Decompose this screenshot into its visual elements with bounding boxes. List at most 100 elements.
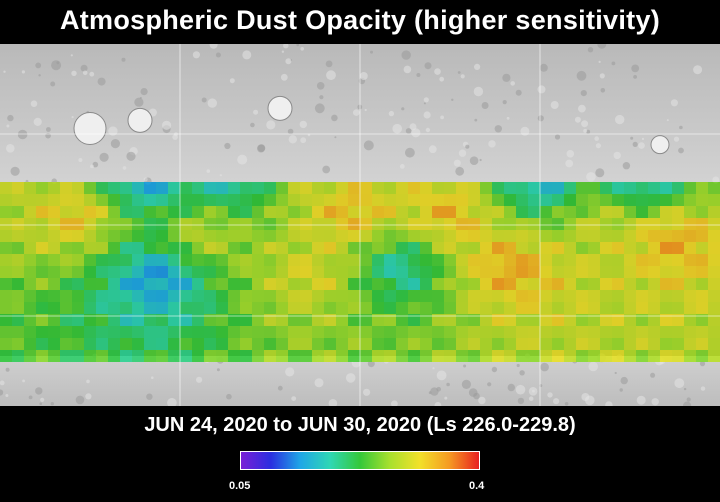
dust-cell	[468, 314, 480, 326]
dust-cell	[36, 314, 48, 326]
dust-cell	[108, 206, 120, 218]
dust-cell	[336, 302, 348, 314]
dust-cell	[60, 302, 72, 314]
dust-cell	[96, 194, 108, 206]
relief-crater	[319, 95, 324, 100]
dust-cell	[456, 218, 468, 230]
relief-crater	[300, 47, 305, 51]
dust-cell	[432, 350, 444, 362]
dust-cell	[588, 350, 600, 362]
dust-cell	[36, 242, 48, 254]
dust-cell	[168, 266, 180, 278]
dust-cell	[420, 182, 432, 194]
dust-cell	[300, 206, 312, 218]
dust-cell	[72, 338, 84, 350]
dust-cell	[384, 338, 396, 350]
relief-crater	[391, 400, 398, 406]
relief-crater	[353, 109, 360, 116]
dust-cell	[12, 266, 24, 278]
relief-crater	[566, 150, 575, 158]
dust-cell	[360, 218, 372, 230]
dust-cell	[360, 290, 372, 302]
dust-cell	[120, 206, 132, 218]
relief-crater	[516, 363, 520, 368]
dust-cell	[468, 218, 480, 230]
dust-cell	[180, 242, 192, 254]
dust-cell	[48, 338, 60, 350]
dust-cell	[684, 314, 696, 326]
dust-cell	[168, 206, 180, 218]
dust-cell	[132, 302, 144, 314]
relief-crater	[581, 120, 589, 128]
dust-cell	[684, 302, 696, 314]
dust-cell	[636, 326, 648, 338]
dust-cell	[636, 338, 648, 350]
dust-cell	[396, 254, 408, 266]
dust-cell	[12, 254, 24, 266]
dust-cell	[672, 350, 684, 362]
dust-cell	[540, 278, 552, 290]
relief-crater	[314, 103, 325, 114]
dust-cell	[84, 266, 96, 278]
dust-cell	[132, 194, 144, 206]
dust-cell	[132, 314, 144, 326]
relief-crater	[520, 126, 530, 136]
relief-crater	[428, 145, 437, 154]
dust-cell	[48, 290, 60, 302]
dust-cell	[708, 194, 720, 206]
dust-cell	[540, 254, 552, 266]
colorbar	[240, 451, 480, 470]
dust-cell	[420, 218, 432, 230]
dust-cell	[444, 230, 456, 242]
dust-cell	[432, 314, 444, 326]
dust-cell	[0, 326, 12, 338]
relief-crater	[6, 124, 10, 128]
dust-cell	[276, 182, 288, 194]
relief-crater	[216, 368, 220, 372]
dust-cell	[612, 326, 624, 338]
dust-cell	[0, 218, 12, 230]
relief-crater	[620, 376, 628, 385]
dust-cell	[432, 218, 444, 230]
dust-cell	[420, 254, 432, 266]
dust-cell	[624, 278, 636, 290]
dust-cell	[312, 266, 324, 278]
relief-crater	[641, 137, 645, 140]
dust-cell	[108, 242, 120, 254]
dust-cell	[192, 314, 204, 326]
dust-cell	[156, 242, 168, 254]
page-title: Atmospheric Dust Opacity (higher sensiti…	[59, 5, 661, 35]
dust-cell	[492, 242, 504, 254]
relief-crater	[440, 115, 444, 120]
dust-cell	[0, 230, 12, 242]
dust-cell	[396, 350, 408, 362]
dust-cell	[204, 242, 216, 254]
relief-crater	[403, 65, 412, 74]
dust-cell	[24, 278, 36, 290]
dust-cell	[504, 218, 516, 230]
dust-cell	[552, 314, 564, 326]
dust-cell	[636, 350, 648, 362]
dust-cell	[492, 254, 504, 266]
dust-cell	[648, 242, 660, 254]
dust-cell	[696, 314, 708, 326]
dust-cell	[444, 266, 456, 278]
dust-cell	[612, 302, 624, 314]
dust-cell	[672, 314, 684, 326]
relief-crater	[434, 402, 442, 406]
dust-cell	[396, 290, 408, 302]
relief-crater	[122, 166, 127, 170]
dust-cell	[516, 326, 528, 338]
dust-cell	[348, 242, 360, 254]
dust-cell	[588, 290, 600, 302]
dust-cell	[312, 314, 324, 326]
dust-cell	[552, 326, 564, 338]
dust-cell	[288, 182, 300, 194]
dust-cell	[420, 326, 432, 338]
dust-cell	[84, 182, 96, 194]
dust-cell	[612, 242, 624, 254]
dust-cell	[252, 278, 264, 290]
relief-crater	[140, 88, 148, 96]
dust-cell	[708, 290, 720, 302]
dust-cell	[372, 254, 384, 266]
